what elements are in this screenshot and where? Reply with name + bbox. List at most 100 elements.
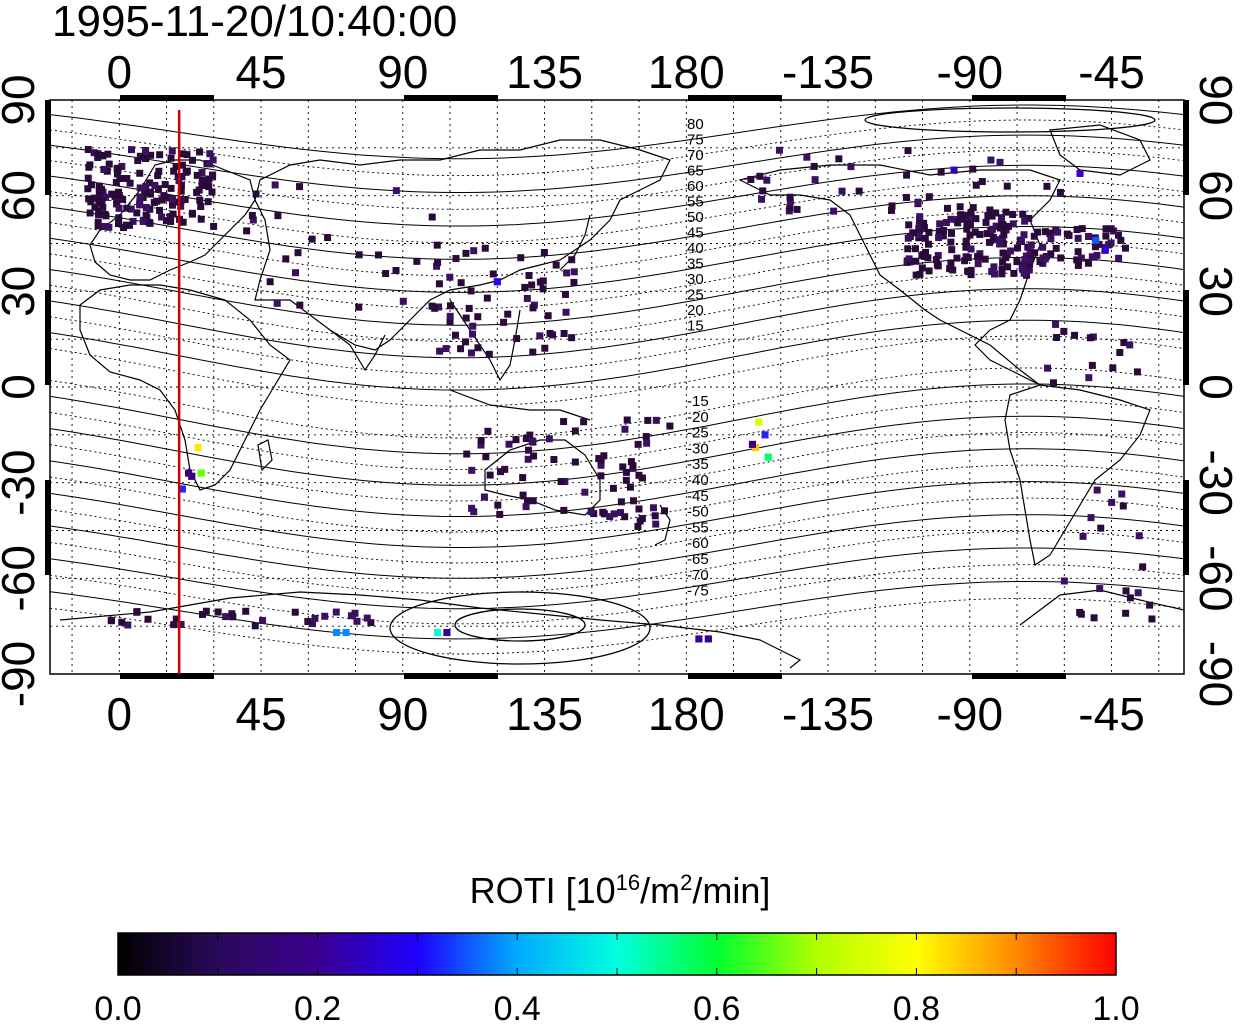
roti-point-low <box>169 210 177 218</box>
roti-point-low <box>759 187 767 195</box>
magnetic-latitude-contour <box>50 134 1184 193</box>
roti-point-low <box>170 167 178 175</box>
roti-point-low <box>967 245 975 253</box>
roti-point-low <box>474 344 482 352</box>
latitude-tick-label: 30 <box>0 266 44 317</box>
roti-point-low <box>196 148 204 156</box>
roti-point-low <box>150 198 158 206</box>
roti-point-low <box>1036 258 1044 266</box>
roti-point-low <box>102 212 110 220</box>
roti-point-low <box>903 171 911 179</box>
roti-point-low <box>758 195 766 203</box>
magnetic-latitude-contour <box>50 581 1184 640</box>
roti-point-low <box>168 195 176 203</box>
roti-point-low <box>956 215 964 223</box>
roti-point <box>748 440 756 448</box>
roti-point-low <box>996 158 1004 166</box>
roti-point-low <box>214 608 222 616</box>
roti-point <box>704 635 712 643</box>
roti-point-low <box>1063 230 1071 238</box>
magnetic-latitude-contour <box>50 597 1184 655</box>
roti-point-low <box>484 427 492 435</box>
roti-point-low <box>197 202 205 210</box>
magnetic-latitude-label: -70 <box>687 567 709 584</box>
latitude-tick-label: 0 <box>1190 374 1240 400</box>
magnetic-latitude-label: -65 <box>687 551 709 568</box>
roti-point-low <box>183 151 191 159</box>
roti-point-low <box>1020 231 1028 239</box>
roti-point-low <box>107 616 115 624</box>
latitude-tick-label: 0 <box>0 374 44 400</box>
roti-point-low <box>1088 361 1096 369</box>
roti-point-low <box>763 176 771 184</box>
roti-point-low <box>998 214 1006 222</box>
roti-point-low <box>904 234 912 242</box>
roti-point-low <box>984 211 992 219</box>
roti-point-low <box>462 249 470 257</box>
roti-point-low <box>1060 327 1068 335</box>
roti-point-low <box>142 211 150 219</box>
magnetic-latitude-contour <box>50 149 1184 210</box>
roti-point-low <box>382 270 390 278</box>
roti-point-low <box>196 196 204 204</box>
roti-point-low <box>84 174 92 182</box>
roti-point-low <box>167 154 175 162</box>
roti-point-low <box>943 204 951 212</box>
roti-point-low <box>154 172 162 180</box>
roti-point-low <box>629 462 637 470</box>
roti-point-low <box>638 515 646 523</box>
longitude-tick-label: -135 <box>782 46 874 98</box>
roti-point-low <box>139 218 147 226</box>
magnetic-latitude-label: 40 <box>687 240 704 257</box>
roti-point-low <box>524 455 532 463</box>
roti-point-low <box>925 267 933 275</box>
roti-point <box>433 629 441 637</box>
north-polar-oval <box>864 107 1156 133</box>
roti-point-low <box>1075 258 1083 266</box>
roti-point <box>761 431 769 439</box>
roti-point-low <box>989 233 997 241</box>
roti-point-low <box>627 458 635 466</box>
roti-point-low <box>1148 615 1156 623</box>
magnetic-latitude-label: -25 <box>687 425 709 442</box>
roti-point-low <box>198 168 206 176</box>
roti-point <box>1101 246 1109 254</box>
roti-point-low <box>621 425 629 433</box>
roti-point <box>695 635 703 643</box>
roti-point-low <box>102 193 110 201</box>
roti-point-low <box>451 331 459 339</box>
roti-point-low <box>985 238 993 246</box>
longitude-tick-label: 180 <box>648 688 725 740</box>
roti-point-low <box>660 507 668 515</box>
roti-point-low <box>967 208 975 216</box>
roti-point-low <box>433 262 441 270</box>
roti-point-low <box>523 294 531 302</box>
roti-point-low <box>1087 514 1095 522</box>
roti-point-low <box>115 214 123 222</box>
roti-point-low <box>998 270 1006 278</box>
roti-point-low <box>916 270 924 278</box>
roti-point-low <box>525 272 533 280</box>
roti-point-low <box>526 431 534 439</box>
roti-point-low <box>969 204 977 212</box>
roti-point-low <box>528 281 536 289</box>
roti-point-low <box>202 607 210 615</box>
roti-point-low <box>942 219 950 227</box>
roti-point-low <box>775 146 783 154</box>
magnetic-latitude-contour <box>50 104 1184 160</box>
roti-point-low <box>197 215 205 223</box>
roti-point-low <box>1004 263 1012 271</box>
roti-point-low <box>1120 339 1128 347</box>
magnetic-latitude-contour <box>50 432 1184 502</box>
roti-point-low <box>1108 498 1116 506</box>
roti-point-low <box>1134 589 1142 597</box>
roti-point-low <box>987 156 995 164</box>
roti-point-low <box>481 244 489 252</box>
roti-point-low <box>136 169 144 177</box>
roti-point-low <box>1090 614 1098 622</box>
roti-point-low <box>457 345 465 353</box>
roti-point-low <box>971 228 979 236</box>
roti-point-low <box>934 252 942 260</box>
longitude-tick-label: 0 <box>107 46 133 98</box>
roti-point-low <box>474 313 482 321</box>
